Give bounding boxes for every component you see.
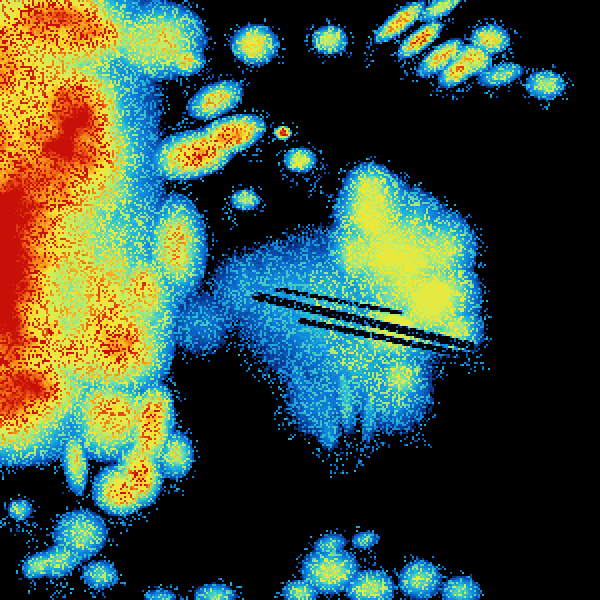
radar-reflectivity-canvas	[0, 0, 600, 600]
radar-image-viewport: Weather Radar Reflectivity Composite rad…	[0, 0, 600, 600]
